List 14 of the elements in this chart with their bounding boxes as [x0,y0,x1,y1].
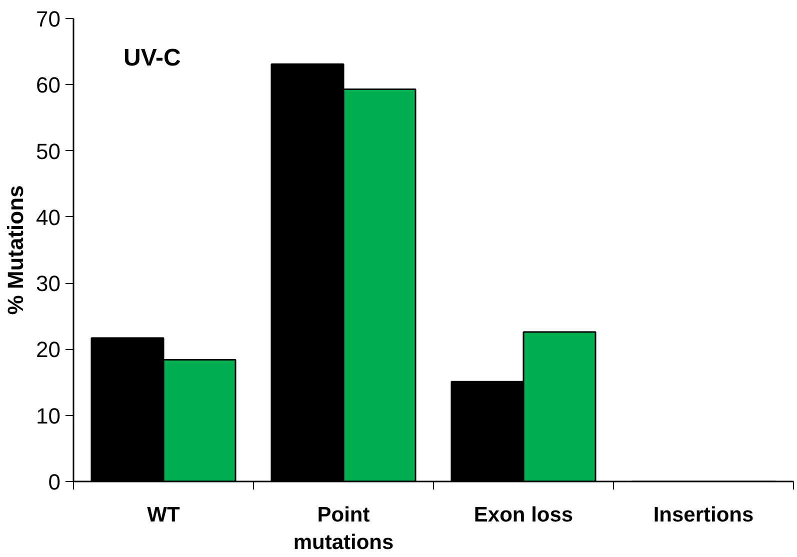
y-axis-title: % Mutations [3,185,28,315]
text: UV-C [124,44,181,72]
y-tick-label: 50 [36,138,61,164]
x-tick-label: WT [147,504,180,526]
y-tick-label: 20 [36,337,61,362]
y-tick-label: 70 [36,6,61,32]
x-tick-label: Insertions [653,504,754,526]
y-tick-label: 40 [36,204,61,230]
y-tick-label: 10 [36,403,61,428]
y-tick-label: 30 [36,271,61,296]
x-tick-label: Point mutations [293,504,394,554]
y-tick-label: 60 [36,72,61,98]
x-tick-label: Exon loss [474,504,574,526]
y-tick-label: 0 [48,470,61,494]
